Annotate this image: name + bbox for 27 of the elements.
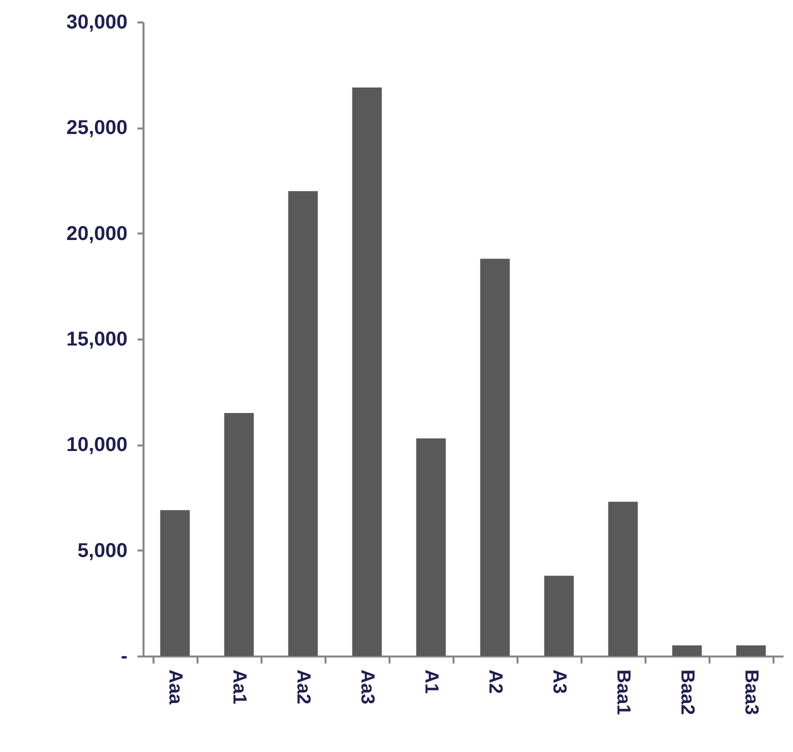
bar <box>608 502 638 656</box>
x-tick-label: Aa3 <box>356 670 378 704</box>
y-tick-label: 25,000 <box>66 117 128 140</box>
y-tick-label: 30,000 <box>66 12 128 34</box>
bar <box>416 438 446 656</box>
y-tick-label: 15,000 <box>66 328 128 350</box>
bar <box>544 576 574 656</box>
bar <box>224 412 254 656</box>
bar <box>672 645 702 656</box>
x-tick-label: Aa1 <box>228 670 250 705</box>
x-tick-label: Baa3 <box>740 670 762 715</box>
bar <box>160 510 190 656</box>
bar <box>352 88 382 656</box>
x-tick-label: Baa1 <box>612 670 634 716</box>
bar <box>736 645 766 656</box>
x-tick-label: A2 <box>484 670 506 694</box>
x-tick-label: Aa2 <box>292 670 314 704</box>
y-tick-label: - <box>120 646 128 668</box>
y-tick-label: 10,000 <box>66 434 128 456</box>
y-tick-label: 20,000 <box>66 222 128 245</box>
x-tick-label: Baa2 <box>676 670 698 715</box>
x-tick-label: Aaa <box>164 670 186 705</box>
x-tick-label: A1 <box>420 670 442 694</box>
y-tick-label: 5,000 <box>77 540 128 562</box>
x-tick-label: A3 <box>548 670 570 694</box>
bar <box>480 258 510 656</box>
bar <box>288 191 318 656</box>
